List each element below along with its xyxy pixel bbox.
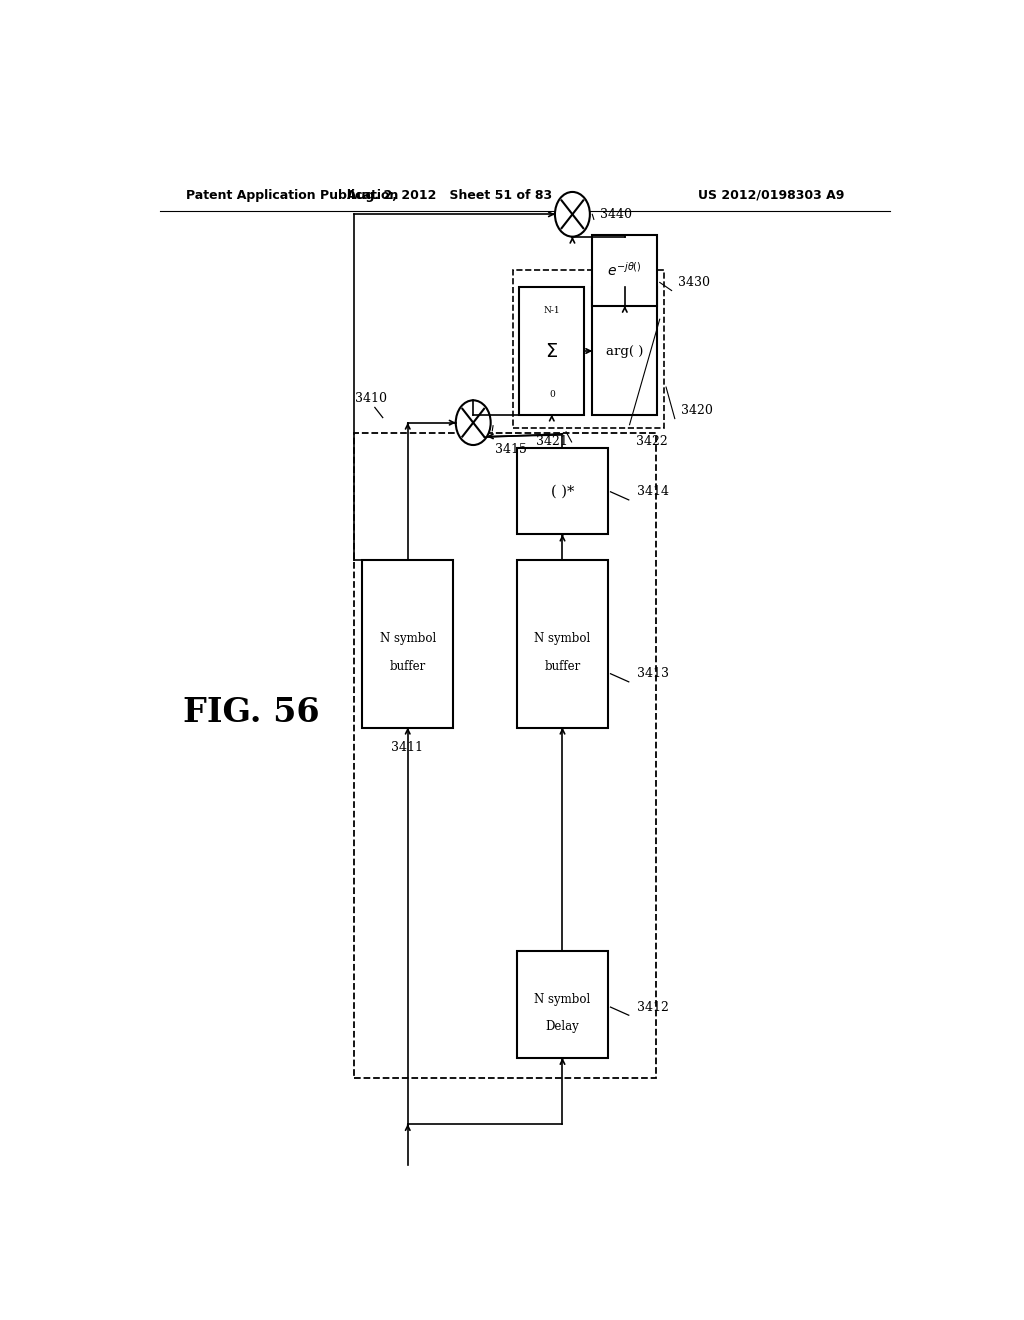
Bar — [519, 288, 585, 414]
Text: 3420: 3420 — [681, 404, 713, 417]
Text: 3410: 3410 — [355, 392, 387, 405]
Circle shape — [456, 400, 490, 445]
Text: 3415: 3415 — [495, 444, 526, 455]
Text: ( )*: ( )* — [551, 484, 574, 498]
Text: N symbol: N symbol — [535, 993, 591, 1006]
Text: N-1: N-1 — [544, 306, 560, 315]
Text: $\Sigma$: $\Sigma$ — [546, 342, 558, 360]
Text: Aug. 2, 2012   Sheet 51 of 83: Aug. 2, 2012 Sheet 51 of 83 — [347, 189, 552, 202]
Text: Patent Application Publication: Patent Application Publication — [186, 189, 398, 202]
Text: 3421: 3421 — [536, 434, 567, 447]
Bar — [354, 433, 655, 1078]
Text: 3440: 3440 — [600, 207, 632, 220]
Bar — [517, 447, 608, 535]
Bar — [592, 288, 657, 414]
Bar — [362, 560, 454, 727]
Text: 0: 0 — [549, 389, 555, 399]
Text: FIG. 56: FIG. 56 — [182, 696, 319, 729]
Text: N symbol: N symbol — [380, 632, 436, 645]
Text: 3422: 3422 — [636, 434, 668, 447]
Bar — [517, 952, 608, 1057]
Bar — [517, 560, 608, 727]
Text: Delay: Delay — [546, 1020, 580, 1034]
Text: 3411: 3411 — [391, 741, 423, 754]
Text: buffer: buffer — [389, 660, 426, 673]
Text: $e^{-j\theta()}$: $e^{-j\theta()}$ — [607, 261, 642, 279]
Text: US 2012/0198303 A9: US 2012/0198303 A9 — [697, 189, 844, 202]
Bar — [592, 235, 657, 306]
Text: N symbol: N symbol — [535, 632, 591, 645]
Text: 3412: 3412 — [637, 1001, 669, 1014]
Text: 3413: 3413 — [637, 667, 669, 680]
Bar — [513, 271, 664, 428]
Circle shape — [555, 191, 590, 236]
Text: 3414: 3414 — [637, 486, 669, 498]
Text: 3430: 3430 — [678, 276, 710, 289]
Text: arg( ): arg( ) — [606, 345, 643, 358]
Text: buffer: buffer — [545, 660, 581, 673]
